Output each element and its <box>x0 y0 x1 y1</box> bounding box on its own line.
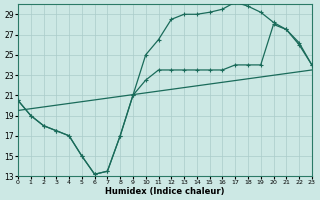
X-axis label: Humidex (Indice chaleur): Humidex (Indice chaleur) <box>105 187 225 196</box>
